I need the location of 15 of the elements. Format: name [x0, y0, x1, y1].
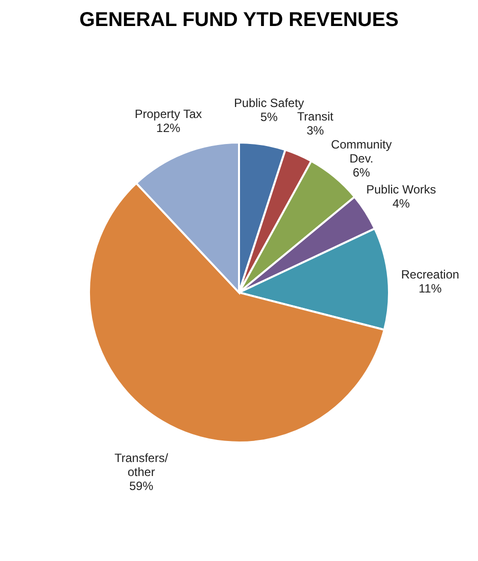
data-label: 11% [418, 281, 442, 296]
data-label: 3% [306, 123, 324, 138]
data-label: 5% [260, 110, 278, 124]
slice-label: Public Works [366, 182, 436, 197]
chart-title: GENERAL FUND YTD REVENUES [79, 9, 399, 31]
slice-label: Transit [297, 109, 334, 124]
data-label: 6% [352, 166, 370, 180]
data-label: 4% [392, 196, 410, 211]
slice-label: Public Safety [234, 96, 304, 110]
data-label: 12% [156, 120, 181, 135]
slice-label: Recreation [401, 267, 460, 282]
slice-label: Transfers/ other [114, 450, 169, 479]
slice-label: Community Dev. [331, 138, 392, 166]
slice-label: Property Tax [134, 106, 202, 121]
data-label: 59% [129, 478, 154, 493]
